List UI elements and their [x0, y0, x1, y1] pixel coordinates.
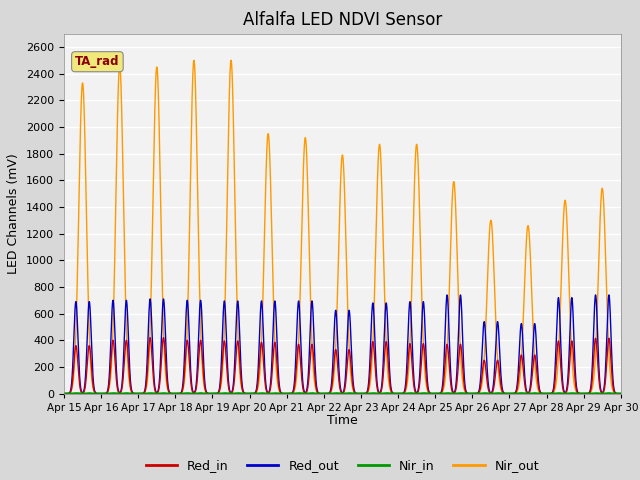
Nir_out — [190, 58, 198, 63]
Title: Alfalfa LED NDVI Sensor: Alfalfa LED NDVI Sensor — [243, 11, 442, 29]
Red_in — [60, 391, 68, 396]
Red_out — [182, 323, 189, 329]
Y-axis label: LED Channels (mV): LED Channels (mV) — [8, 153, 20, 274]
Nir_in — [438, 391, 445, 396]
Nir_in — [60, 391, 68, 396]
Red_in — [528, 378, 536, 384]
Nir_in — [490, 391, 498, 396]
Red_out — [563, 384, 571, 389]
Red_out — [490, 380, 497, 385]
Nir_out — [438, 390, 445, 396]
Red_in — [563, 386, 571, 392]
Red_out — [437, 389, 445, 395]
Nir_out — [182, 363, 189, 369]
Legend: Red_in, Red_out, Nir_in, Nir_out: Red_in, Red_out, Nir_in, Nir_out — [141, 455, 544, 477]
Red_out — [527, 370, 535, 376]
Red_in — [490, 384, 498, 390]
X-axis label: Time: Time — [327, 414, 358, 427]
Red_in — [147, 335, 154, 340]
Red_out — [605, 292, 612, 298]
Nir_out — [490, 264, 498, 269]
Line: Red_out: Red_out — [64, 295, 640, 394]
Red_in — [438, 390, 445, 396]
Nir_in — [563, 391, 571, 396]
Nir_out — [528, 288, 536, 293]
Red_in — [182, 349, 189, 355]
Nir_out — [60, 391, 68, 396]
Red_out — [60, 391, 68, 396]
Nir_in — [72, 390, 80, 396]
Nir_in — [528, 391, 536, 396]
Nir_in — [182, 390, 189, 396]
Text: TA_rad: TA_rad — [75, 55, 120, 68]
Line: Nir_out: Nir_out — [64, 60, 640, 394]
Line: Red_in: Red_in — [64, 337, 640, 394]
Nir_out — [563, 228, 571, 234]
